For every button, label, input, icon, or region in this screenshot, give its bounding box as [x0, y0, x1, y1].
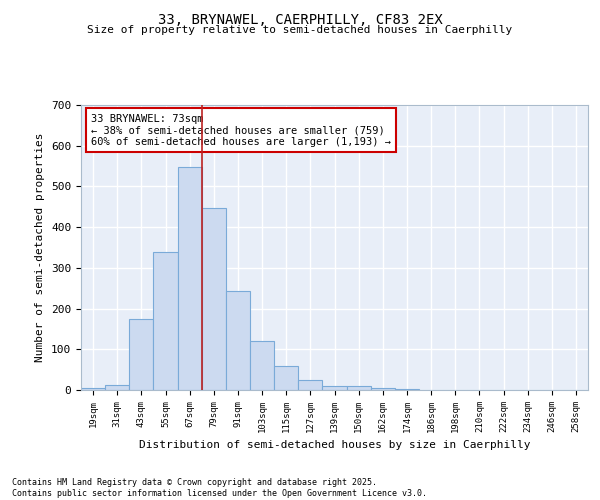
Text: Size of property relative to semi-detached houses in Caerphilly: Size of property relative to semi-detach… — [88, 25, 512, 35]
Bar — [395, 389, 419, 390]
Bar — [371, 388, 395, 390]
Bar — [81, 388, 105, 390]
Bar — [274, 366, 298, 390]
Y-axis label: Number of semi-detached properties: Number of semi-detached properties — [35, 132, 46, 362]
Text: 33, BRYNAWEL, CAERPHILLY, CF83 2EX: 33, BRYNAWEL, CAERPHILLY, CF83 2EX — [158, 12, 442, 26]
Bar — [250, 340, 274, 390]
Bar — [178, 167, 202, 390]
Bar — [105, 384, 129, 390]
Bar — [322, 386, 347, 390]
Bar — [298, 380, 322, 390]
Bar — [226, 292, 250, 390]
Bar — [347, 386, 371, 390]
Bar — [154, 252, 178, 390]
Text: Contains HM Land Registry data © Crown copyright and database right 2025.
Contai: Contains HM Land Registry data © Crown c… — [12, 478, 427, 498]
Text: 33 BRYNAWEL: 73sqm
← 38% of semi-detached houses are smaller (759)
60% of semi-d: 33 BRYNAWEL: 73sqm ← 38% of semi-detache… — [91, 114, 391, 147]
X-axis label: Distribution of semi-detached houses by size in Caerphilly: Distribution of semi-detached houses by … — [139, 440, 530, 450]
Bar — [129, 319, 154, 390]
Bar — [202, 208, 226, 390]
